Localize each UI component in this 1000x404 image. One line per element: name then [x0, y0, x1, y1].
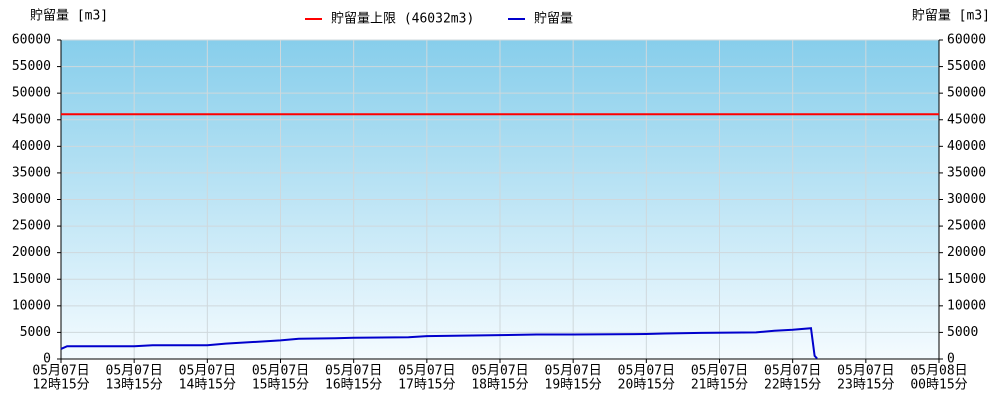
x-tick-time: 19時15分: [545, 378, 602, 393]
y-tick-label: 40000: [12, 139, 51, 154]
x-tick-date: 05月07日: [471, 364, 528, 379]
y-tick-label: 25000: [12, 219, 51, 234]
x-tick-time: 21時15分: [691, 378, 748, 393]
x-tick-date: 05月07日: [179, 364, 236, 379]
y-tick-label: 20000: [12, 245, 51, 260]
y2-tick-label: 50000: [947, 86, 986, 101]
y-tick-label: 5000: [20, 325, 51, 340]
y-tick-label: 15000: [12, 272, 51, 287]
y2-tick-label: 20000: [947, 245, 986, 260]
x-tick-time: 23時15分: [837, 378, 894, 393]
y-tick-label: 0: [43, 352, 51, 367]
y-tick-label: 45000: [12, 112, 51, 127]
y2-axis-label: 貯留量 [m3]: [912, 9, 990, 24]
y2-tick-label: 25000: [947, 219, 986, 234]
x-tick-time: 12時15分: [32, 378, 89, 393]
y2-tick-label: 45000: [947, 112, 986, 127]
x-tick-time: 15時15分: [252, 378, 309, 393]
x-tick-date: 05月07日: [106, 364, 163, 379]
x-tick-time: 14時15分: [179, 378, 236, 393]
y-tick-label: 10000: [12, 298, 51, 313]
legend-label: 貯留量: [534, 12, 573, 27]
x-tick-date: 05月08日: [910, 364, 967, 379]
y2-tick-label: 5000: [947, 325, 978, 340]
y-tick-label: 55000: [12, 59, 51, 74]
legend-label: 貯留量上限 (46032m3): [331, 12, 474, 27]
x-tick-date: 05月07日: [398, 364, 455, 379]
y2-tick-label: 15000: [947, 272, 986, 287]
x-tick-date: 05月07日: [325, 364, 382, 379]
y2-tick-label: 60000: [947, 33, 986, 48]
x-tick-date: 05月07日: [618, 364, 675, 379]
x-tick-date: 05月07日: [837, 364, 894, 379]
x-tick-date: 05月07日: [764, 364, 821, 379]
x-tick-date: 05月07日: [32, 364, 89, 379]
x-tick-time: 13時15分: [106, 378, 163, 393]
series-line: [60, 327, 818, 360]
x-tick-time: 17時15分: [398, 378, 455, 393]
x-tick-date: 05月07日: [252, 364, 309, 379]
x-tick-time: 18時15分: [471, 378, 528, 393]
y-axis-label: 貯留量 [m3]: [30, 9, 108, 24]
y-tick-label: 30000: [12, 192, 51, 207]
y2-tick-label: 55000: [947, 59, 986, 74]
y2-tick-label: 10000: [947, 298, 986, 313]
y2-tick-label: 0: [947, 352, 955, 367]
x-tick-time: 20時15分: [618, 378, 675, 393]
y-tick-label: 50000: [12, 86, 51, 101]
x-tick-date: 05月07日: [691, 364, 748, 379]
y2-tick-label: 40000: [947, 139, 986, 154]
x-tick-time: 22時15分: [764, 378, 821, 393]
x-tick-time: 16時15分: [325, 378, 382, 393]
x-tick-time: 00時15分: [910, 378, 967, 393]
y-tick-label: 35000: [12, 165, 51, 180]
y2-tick-label: 30000: [947, 192, 986, 207]
y2-tick-label: 35000: [947, 165, 986, 180]
y-tick-label: 60000: [12, 33, 51, 48]
x-tick-date: 05月07日: [545, 364, 602, 379]
